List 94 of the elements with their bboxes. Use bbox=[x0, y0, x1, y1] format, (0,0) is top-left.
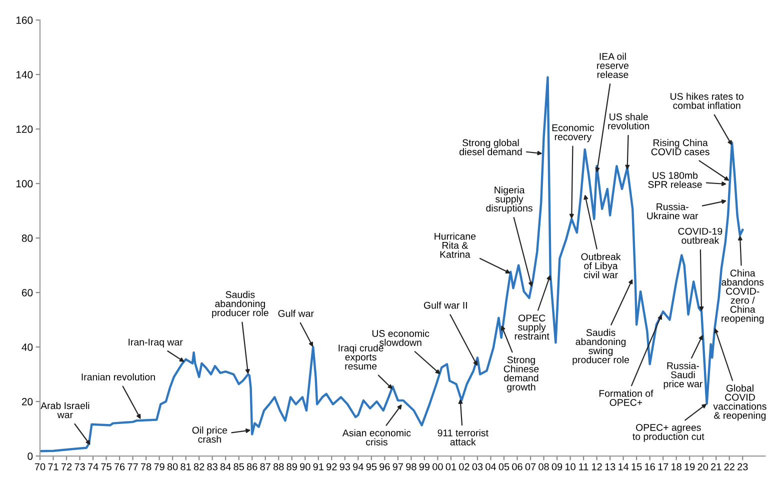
x-tick-label: 99 bbox=[419, 463, 430, 470]
x-tick-label: 04 bbox=[486, 463, 496, 470]
annotation: Hurricane Rita & Katrina bbox=[434, 232, 476, 258]
x-tick-label: 85 bbox=[234, 463, 244, 470]
y-tick-label: 120 bbox=[16, 126, 33, 133]
annotation: Asian economic crisis bbox=[342, 429, 411, 446]
x-tick-label: 95 bbox=[366, 463, 377, 470]
annotation: US hikes rates to combat inflation bbox=[670, 92, 744, 109]
annotation: COVID-19 outbreak bbox=[678, 228, 722, 244]
annotation: Nigeria supply disruptions bbox=[486, 186, 532, 214]
x-tick-label: 70 bbox=[34, 463, 46, 470]
annotation: Russia- Saudi price war bbox=[664, 362, 703, 390]
x-tick-label: 86 bbox=[246, 463, 258, 470]
x-tick-label: 96 bbox=[380, 463, 390, 470]
x-tick-label: 91 bbox=[313, 463, 324, 470]
annotation: Oil price crash bbox=[192, 426, 228, 443]
x-tick-label: 01 bbox=[446, 463, 456, 470]
x-tick-label: 21 bbox=[711, 463, 722, 470]
x-tick-label: 98 bbox=[406, 463, 416, 470]
annotation: 911 terrorist attack bbox=[438, 429, 488, 446]
x-tick-label: 09 bbox=[552, 463, 562, 470]
x-tick-label: 19 bbox=[684, 463, 695, 470]
x-tick-label: 13 bbox=[605, 463, 616, 470]
x-tick-label: 72 bbox=[61, 463, 72, 470]
x-tick-label: 77 bbox=[128, 463, 138, 470]
x-tick-label: 94 bbox=[353, 463, 364, 470]
annotation: Iran-Iraq war bbox=[128, 338, 183, 348]
x-tick-label: 22 bbox=[724, 463, 734, 470]
x-tick-label: 11 bbox=[579, 463, 588, 470]
annotation: Iranian revolution bbox=[82, 373, 155, 380]
annotation: IEA oil reserve release bbox=[597, 52, 628, 78]
annotation: Russia- Ukraine war bbox=[647, 203, 698, 220]
y-tick-label: 60 bbox=[22, 289, 33, 296]
annotation: Rising China COVID cases bbox=[651, 139, 710, 156]
x-tick-label: 82 bbox=[194, 463, 204, 470]
x-tick-label: 14 bbox=[618, 463, 629, 470]
annotation: Global COVID vaccinations & reopening bbox=[713, 384, 766, 421]
annotation: Outbreak of Libya civil war bbox=[581, 253, 621, 278]
x-tick-label: 76 bbox=[114, 463, 125, 470]
x-tick-label: 83 bbox=[207, 463, 218, 470]
x-tick-label: 90 bbox=[300, 463, 310, 470]
x-tick-label: 81 bbox=[180, 463, 191, 470]
x-tick-label: 06 bbox=[512, 463, 522, 470]
y-tick-label: 0 bbox=[28, 452, 33, 460]
x-tick-label: 88 bbox=[273, 463, 284, 470]
x-tick-label: 03 bbox=[472, 463, 483, 470]
x-tick-label: 08 bbox=[538, 463, 549, 470]
x-tick-label: 78 bbox=[140, 463, 152, 470]
x-tick-label: 16 bbox=[645, 463, 655, 470]
x-tick-label: 20 bbox=[698, 463, 708, 470]
annotation: US economic slowdown bbox=[372, 330, 430, 346]
annotation: Formation of OPEC+ bbox=[599, 390, 654, 406]
x-tick-label: 93 bbox=[340, 463, 350, 470]
x-tick-label: 73 bbox=[74, 463, 85, 470]
annotation: US shale revolution bbox=[608, 113, 650, 130]
annotation: Economic recovery bbox=[552, 124, 594, 142]
x-tick-label: 05 bbox=[498, 463, 510, 470]
y-tick-label: 160 bbox=[16, 16, 33, 24]
annotation: US 180mb SPR release bbox=[648, 172, 702, 188]
annotation: Strong global diesel demand bbox=[460, 139, 522, 156]
x-tick-label: 84 bbox=[220, 463, 231, 470]
annotation: Gulf war bbox=[278, 310, 314, 317]
annotation: Saudis abandoning swing producer role bbox=[572, 328, 629, 366]
annotation: Iraqi crude exports resume bbox=[338, 344, 384, 370]
annotation: Saudis abandoning producer role bbox=[212, 290, 268, 318]
y-tick-label: 140 bbox=[16, 71, 33, 78]
y-tick-label: 80 bbox=[22, 234, 33, 242]
annotation: China abandons COVID- zero / China reopening bbox=[722, 269, 764, 324]
x-tick-label: 02 bbox=[459, 463, 470, 470]
x-tick-label: 79 bbox=[154, 463, 164, 470]
x-tick-label: 89 bbox=[286, 463, 297, 470]
annotation: Strong Chinese demand growth bbox=[504, 356, 539, 392]
x-tick-label: 23 bbox=[738, 463, 748, 470]
x-tick-label: 92 bbox=[326, 463, 337, 470]
y-tick-label: 40 bbox=[22, 344, 33, 351]
x-tick-label: 18 bbox=[672, 463, 682, 470]
x-tick-label: 71 bbox=[48, 463, 58, 470]
x-tick-label: 97 bbox=[392, 463, 403, 470]
annotation: OPEC supply restraint bbox=[514, 314, 550, 340]
x-tick-label: 74 bbox=[88, 463, 98, 470]
x-tick-label: 17 bbox=[658, 463, 668, 470]
x-tick-label: 15 bbox=[632, 463, 642, 470]
annotation: OPEC+ agrees to production cut bbox=[632, 424, 704, 442]
x-tick-label: 00 bbox=[432, 463, 443, 470]
annotation: Arab Israeli war bbox=[40, 402, 90, 418]
annotation: Gulf war II bbox=[424, 302, 467, 309]
x-tick-label: 80 bbox=[167, 463, 178, 470]
x-tick-label: 07 bbox=[525, 463, 536, 470]
x-tick-label: 10 bbox=[565, 463, 576, 470]
x-tick-label: 87 bbox=[260, 463, 270, 470]
x-tick-label: 12 bbox=[592, 463, 602, 470]
y-tick-label: 100 bbox=[16, 180, 33, 188]
y-tick-label: 20 bbox=[22, 398, 33, 406]
x-tick-label: 75 bbox=[101, 463, 112, 470]
